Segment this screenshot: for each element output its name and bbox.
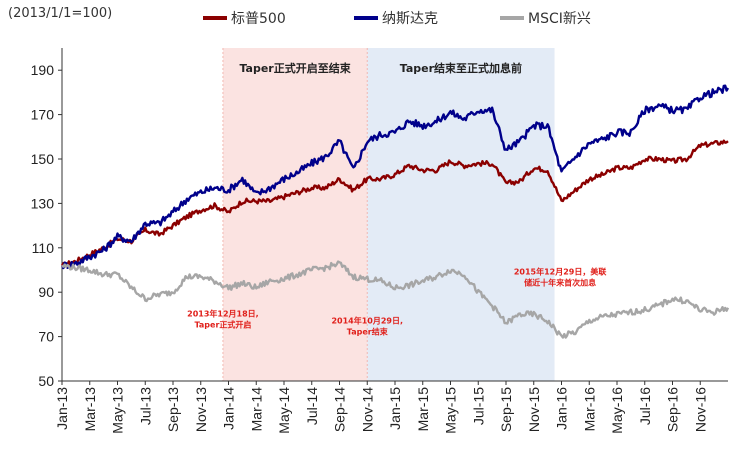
x-tick-label-1: Mar-13 <box>82 387 98 432</box>
legend-item-sp500: 标普500 <box>203 8 286 28</box>
x-tick-label-10: Sep-14 <box>332 387 348 432</box>
y-tick-label-170: 170 <box>31 107 55 123</box>
x-tick-label-14: May-15 <box>443 387 459 434</box>
series-line-msci <box>61 260 730 339</box>
x-tick-label-7: Mar-14 <box>248 387 264 432</box>
annotation-1: 2014年10月29日, Taper结束 <box>331 315 403 336</box>
x-tick-label-17: Nov-15 <box>526 387 542 432</box>
y-tick-label-90: 90 <box>38 284 54 300</box>
x-tick-label-21: Jul-16 <box>637 387 653 425</box>
y-tick-label-50: 50 <box>38 373 54 389</box>
series-line-sp500 <box>60 139 729 268</box>
x-tick-label-19: Mar-16 <box>581 387 597 432</box>
legend-label-sp500: 标普500 <box>231 11 286 27</box>
y-tick-label-150: 150 <box>31 151 55 167</box>
x-tick-label-20: May-16 <box>609 387 625 434</box>
series-line-nasdaq <box>60 84 730 270</box>
annotation-2-line-1: 储近十年来首次加息 <box>523 277 596 287</box>
x-tick-label-5: Nov-13 <box>193 387 209 432</box>
x-tick-label-16: Sep-15 <box>498 387 514 432</box>
region-label-1: Taper结束至正式加息前 <box>400 61 522 75</box>
annotation-1-line-0: 2014年10月29日, <box>331 315 403 325</box>
annotation-2-line-0: 2015年12月29日，美联 <box>514 266 607 276</box>
y-tick-label-190: 190 <box>31 62 55 78</box>
x-tick-label-13: Mar-15 <box>415 387 431 432</box>
y-tick-label-110: 110 <box>32 240 55 256</box>
legend-item-msci: MSCI新兴 <box>500 8 591 28</box>
x-tick-label-15: Jul-15 <box>470 387 486 425</box>
annotation-2: 2015年12月29日，美联储近十年来首次加息 <box>514 266 607 287</box>
x-tick-label-0: Jan-13 <box>54 387 70 430</box>
x-tick-label-12: Jan-15 <box>387 387 403 430</box>
y-tick-label-130: 130 <box>31 195 55 211</box>
legend-swatch-nasdaq <box>354 16 378 20</box>
annotation-0: 2013年12月18日, Taper正式开启 <box>187 309 259 330</box>
x-tick-label-22: Sep-16 <box>665 387 681 432</box>
x-tick-label-3: Jul-13 <box>137 387 153 425</box>
annotation-1-line-1: Taper结束 <box>347 326 389 336</box>
region-label-0: Taper正式开启至结束 <box>239 61 351 75</box>
x-tick-label-4: Sep-13 <box>165 387 181 432</box>
y-tick-label-70: 70 <box>38 329 54 345</box>
x-tick-label-8: May-14 <box>276 387 292 434</box>
legend-swatch-msci <box>500 16 524 20</box>
x-tick-label-6: Jan-14 <box>221 387 237 430</box>
legend-item-nasdaq: 纳斯达克 <box>354 8 438 28</box>
x-tick-label-2: May-13 <box>110 387 126 434</box>
x-tick-label-11: Nov-14 <box>359 387 375 432</box>
legend-label-nasdaq: 纳斯达克 <box>382 11 438 27</box>
legend-swatch-sp500 <box>203 16 227 20</box>
legend-label-msci: MSCI新兴 <box>528 11 591 27</box>
annotation-0-line-0: 2013年12月18日, <box>187 309 259 319</box>
unit-label: (2013/1/1=100) <box>8 6 113 21</box>
shaded-region-1 <box>367 48 555 381</box>
annotation-0-line-1: Taper正式开启 <box>194 320 251 330</box>
shaded-region-0 <box>222 48 368 381</box>
x-tick-label-23: Nov-16 <box>692 387 708 432</box>
x-tick-label-18: Jan-16 <box>554 387 570 430</box>
x-tick-label-9: Jul-14 <box>304 387 320 425</box>
